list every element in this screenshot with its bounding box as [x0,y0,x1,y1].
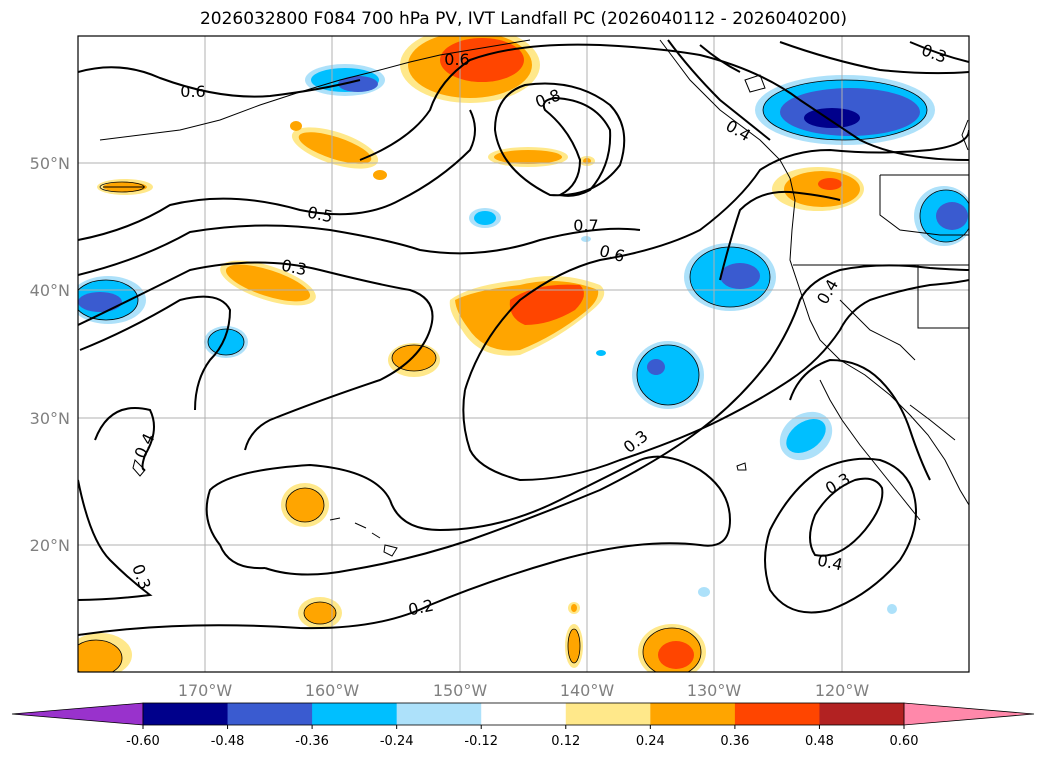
pv-contours [78,39,969,636]
contour-label: 0.7 [573,216,598,235]
graticule [78,36,969,672]
coastlines [99,39,969,521]
lon-label: 170°W [178,681,233,700]
colorbar: -0.60 -0.48 -0.36 -0.24 -0.12 0.12 0.24 0.36 0.4… [11,702,1035,749]
lat-label: 50°N [30,154,70,173]
ivt-shading: 0.6 0.80.5 0.70.30.60.40.30.30.40.30.20.40… [78,36,969,672]
lon-label: 140°W [560,681,615,700]
positive-anomalies [78,36,864,672]
contour-label: 0.3 [280,256,309,280]
colorbar-extend-high [903,702,1035,726]
colorbar-tick-label: -0.24 [380,734,414,749]
colorbar-segment [819,703,905,725]
contour-label: 0.4 [816,551,845,575]
feature-outlines [78,79,969,672]
colorbar-segment [227,703,313,725]
colorbar-segment [734,703,820,725]
islands [132,74,766,557]
colorbar-segment [143,703,229,725]
colorbar-segment [396,703,482,725]
lon-label: 120°W [815,681,870,700]
colorbar-tick-label: 0.12 [551,734,580,749]
contour-label: 0.6 [180,82,205,101]
lon-label: 130°W [687,681,742,700]
colorbar-tick-label: -0.12 [464,734,498,749]
colorbar-tick-label: -0.60 [126,734,160,749]
contour-label: 0.3 [822,469,854,498]
lat-label: 40°N [30,281,70,300]
colorbar-segment [650,703,736,725]
lon-labels: 170°W 160°W 150°W 140°W 130°W 120°W [178,681,870,700]
colorbar-frame [142,702,905,726]
colorbar-tick-label: 0.36 [720,734,749,749]
colorbar-tick-label: 0.60 [890,734,919,749]
map-title: 2026032800 F084 700 hPa PV, IVT Landfall… [199,9,847,29]
colorbar-segment [565,703,651,725]
contour-label: 0.4 [722,116,754,145]
negative-anomalies [78,64,969,614]
colorbar-tick-label: 0.24 [636,734,665,749]
lon-label: 160°W [305,681,360,700]
contour-label: 0.4 [131,430,159,461]
contour-label: 0.3 [128,562,155,592]
colorbar-tick-label: 0.48 [805,734,834,749]
colorbar-segment [481,703,567,725]
contour-label: 0.2 [406,596,435,620]
contour-label: 0.3 [620,426,652,457]
lat-labels: 50°N 40°N 30°N 20°N [30,154,70,555]
contour-label: 0.5 [306,203,335,227]
plot-frame [77,35,970,673]
colorbar-extend-low [11,702,144,726]
colorbar-tick-label: -0.48 [211,734,245,749]
colorbar-tick-label: -0.36 [295,734,329,749]
lat-label: 20°N [30,536,70,555]
contour-label: 0.6 [444,50,469,69]
lon-label: 150°W [433,681,488,700]
colorbar-segment [312,703,398,725]
lat-label: 30°N [30,409,70,428]
